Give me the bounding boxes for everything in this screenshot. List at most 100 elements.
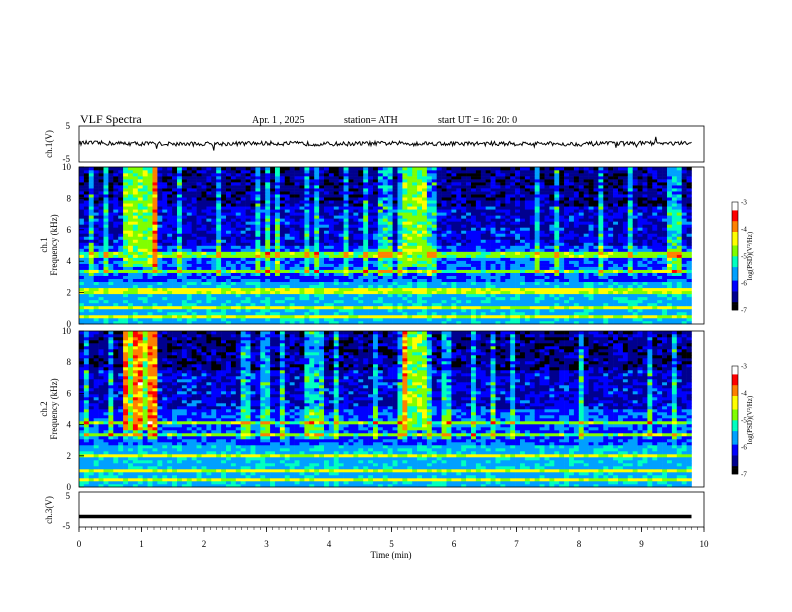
spectrogram-cell — [471, 236, 477, 240]
spectrogram-cell — [137, 302, 143, 307]
spectrogram-cell — [500, 167, 506, 171]
spectrogram-cell — [422, 293, 428, 298]
spectrogram-cell — [294, 320, 300, 325]
spectrogram-cell — [456, 179, 462, 183]
spectrogram-cell — [240, 215, 246, 219]
spectrogram-cell — [265, 290, 271, 295]
spectrogram-cell — [373, 167, 379, 171]
spectrogram-cell — [338, 245, 344, 249]
spectrogram-cell — [358, 230, 364, 234]
spectrogram-cell — [211, 302, 217, 307]
spectrogram-cell — [230, 218, 237, 222]
spectrogram-cell — [446, 224, 452, 228]
spectrogram-cell — [338, 317, 344, 322]
spectrogram-cell — [377, 296, 384, 301]
spectrogram-cell — [181, 209, 188, 213]
spectrogram-cell — [485, 197, 491, 201]
spectrogram-cell — [152, 302, 158, 307]
spectrogram-cell — [387, 263, 393, 267]
spectrogram-cell — [304, 275, 310, 280]
spectrogram-cell — [137, 320, 143, 325]
spectrogram-cell — [83, 203, 90, 207]
spectrogram-cell — [402, 212, 408, 216]
spectrogram-cell — [358, 224, 364, 228]
spectrogram-cell — [196, 275, 202, 280]
spectrogram-cell — [422, 278, 428, 283]
spectrogram-cell — [500, 185, 506, 189]
spectrogram-cell — [83, 260, 90, 264]
spectrogram-cell — [152, 182, 158, 186]
spectrogram-cell — [304, 308, 310, 313]
spectrogram-cell — [79, 194, 85, 198]
spectrogram-cell — [206, 218, 212, 222]
spectrogram-cell — [490, 284, 496, 289]
spectrogram-cell — [382, 212, 388, 216]
spectrogram-cell — [275, 191, 281, 195]
spectrogram-cell — [422, 224, 428, 228]
spectrogram-cell — [431, 206, 437, 210]
spectrogram-cell — [387, 317, 393, 322]
spectrogram-cell — [103, 305, 109, 310]
spectrogram-cell — [510, 215, 516, 219]
spectrogram-cell — [471, 308, 477, 313]
spectrogram-cell — [240, 287, 246, 292]
spectrogram-cell — [314, 251, 320, 255]
spectrogram-cell — [377, 206, 384, 210]
spectrogram-cell — [431, 269, 437, 273]
spectrogram-cell — [475, 191, 482, 195]
spectrogram-cell — [466, 230, 472, 234]
spectrogram-cell — [270, 320, 276, 325]
spectrogram-cell — [88, 245, 94, 249]
spectrogram-cell — [490, 299, 496, 304]
spectrogram-cell — [226, 173, 232, 177]
spectrogram-cell — [279, 203, 286, 207]
spectrogram-cell — [363, 170, 369, 174]
spectrogram-cell — [147, 293, 153, 298]
spectrogram-cell — [279, 167, 286, 171]
spectrogram-cell — [373, 260, 379, 264]
spectrogram-cell — [250, 224, 256, 228]
spectrogram-cell — [240, 185, 246, 189]
spectrogram-cell — [480, 245, 486, 249]
spectrogram-cell — [255, 275, 261, 280]
spectrogram-cell — [270, 191, 276, 195]
spectrogram-cell — [211, 254, 217, 258]
spectrogram-cell — [245, 239, 251, 243]
spectrogram-cell — [324, 179, 330, 183]
spectrogram-cell — [510, 266, 516, 270]
spectrogram-cell — [520, 218, 526, 222]
spectrogram-cell — [377, 314, 384, 319]
spectrogram-cell — [466, 170, 472, 174]
spectrogram-cell — [108, 167, 114, 171]
spectrogram-cell — [319, 248, 325, 252]
spectrogram-cell — [373, 308, 379, 313]
spectrogram-cell — [128, 218, 134, 222]
spectrogram-cell — [471, 260, 477, 264]
spectrogram-cell — [510, 254, 516, 258]
spectrogram-cell — [216, 272, 222, 276]
spectrogram-cell — [88, 254, 94, 258]
spectrogram-cell — [392, 293, 398, 298]
spectrogram-cell — [382, 218, 388, 222]
spectrogram-cell — [177, 293, 183, 298]
spectrogram-cell — [524, 191, 531, 195]
spectrogram-cell — [422, 236, 428, 240]
spectrogram-cell — [515, 212, 521, 216]
spectrogram-cell — [387, 281, 393, 286]
spectrogram-cell — [412, 179, 418, 183]
spectrogram-cell — [534, 176, 540, 180]
spectrogram-cell — [480, 173, 486, 177]
spectrogram-cell — [480, 266, 486, 270]
spectrogram-cell — [510, 239, 516, 243]
spectrogram-cell — [83, 236, 90, 240]
spectrogram-cell — [397, 197, 403, 201]
spectrogram-cell — [515, 275, 521, 280]
spectrogram-cell — [250, 182, 256, 186]
spectrogram-cell — [157, 305, 163, 310]
spectrogram-cell — [275, 278, 281, 283]
spectrogram-cell — [461, 299, 467, 304]
spectrogram-cell — [299, 218, 305, 222]
spectrogram-cell — [343, 212, 349, 216]
spectrogram-cell — [157, 203, 163, 207]
spectrogram-cell — [118, 242, 124, 246]
